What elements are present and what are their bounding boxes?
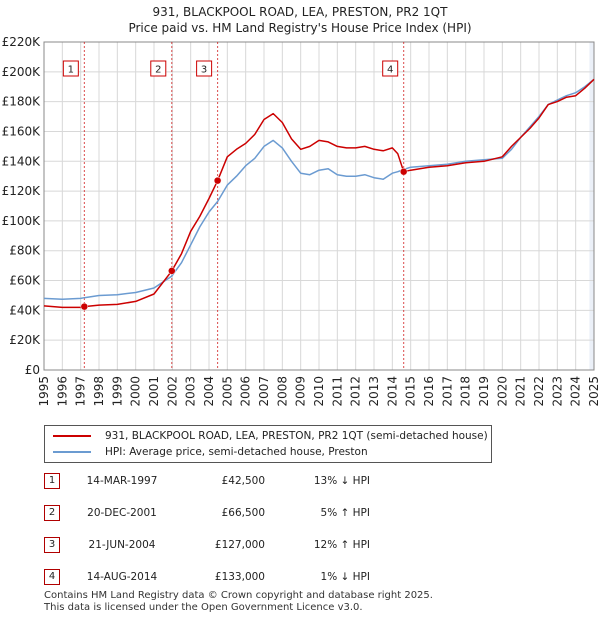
x-tick-label: 2016 bbox=[422, 376, 436, 407]
sale-date: 14-AUG-2014 bbox=[86, 571, 158, 583]
sale-date: 20-DEC-2001 bbox=[87, 507, 157, 519]
x-tick-label: 2009 bbox=[294, 376, 308, 407]
sale-point-2 bbox=[168, 267, 176, 275]
x-tick-label: 1999 bbox=[110, 376, 124, 407]
y-tick-label: £220K bbox=[2, 35, 42, 49]
sale-label-box-4 bbox=[382, 60, 399, 77]
y-tick-label: £100K bbox=[2, 214, 42, 228]
footer-licence: This data is licensed under the Open Gov… bbox=[44, 602, 363, 613]
y-tick-label: £0 bbox=[25, 363, 40, 377]
sale-label-2: 2 bbox=[155, 65, 161, 76]
x-tick-label: 2000 bbox=[129, 376, 143, 407]
x-tick-label: 1995 bbox=[37, 376, 51, 407]
sale-label-box-3 bbox=[196, 60, 213, 77]
x-tick-label: 2003 bbox=[184, 376, 198, 407]
x-tick-label: 2023 bbox=[550, 376, 564, 407]
price-chart: £0 £20K £40K £60K £80K £100K £120K £140K £160K £1… bbox=[2, 35, 600, 407]
sale-hpi-diff: 5% ↑ HPI bbox=[320, 507, 370, 519]
sale-point-3 bbox=[213, 176, 222, 185]
sale-price: £66,500 bbox=[221, 507, 265, 519]
y-tick-label: £200K bbox=[2, 65, 42, 79]
sale-hpi-diff: 1% ↓ HPI bbox=[320, 571, 370, 583]
x-tick-label: 2021 bbox=[514, 376, 528, 407]
y-tick-label: £140K bbox=[2, 154, 42, 168]
x-tick-label: 2019 bbox=[477, 376, 491, 407]
x-tick-label: 2020 bbox=[495, 376, 509, 407]
legend-item-property: 931, BLACKPOOL ROAD, LEA, PRESTON, PR2 1… bbox=[53, 428, 488, 444]
x-tick-label: 1996 bbox=[55, 376, 69, 407]
x-tick-label: 2015 bbox=[404, 376, 418, 407]
x-tick-label: 1997 bbox=[74, 376, 88, 407]
x-tick-label: 2022 bbox=[532, 376, 546, 407]
x-tick-label: 1998 bbox=[92, 376, 106, 407]
sale-label-box-1 bbox=[62, 60, 79, 77]
y-tick-label: £180K bbox=[2, 95, 42, 109]
sale-label-box-2 bbox=[150, 60, 167, 77]
x-tick-label: 2010 bbox=[312, 376, 326, 407]
legend-swatch-hpi bbox=[53, 451, 91, 453]
sale-price: £42,500 bbox=[221, 475, 265, 487]
forecast-shade bbox=[589, 42, 594, 370]
sale-hpi-diff: 12% ↑ HPI bbox=[313, 539, 370, 551]
sale-price: £133,000 bbox=[214, 571, 265, 583]
footer-copyright: Contains HM Land Registry data © Crown c… bbox=[44, 590, 433, 601]
property-price-line bbox=[43, 78, 595, 309]
sale-number: 3 bbox=[44, 537, 60, 553]
x-tick-label: 2005 bbox=[220, 376, 234, 407]
x-tick-label: 2024 bbox=[569, 376, 583, 407]
sale-number: 1 bbox=[44, 473, 60, 489]
chart-title: 931, BLACKPOOL ROAD, LEA, PRESTON, PR2 1… bbox=[152, 5, 448, 19]
sale-number: 2 bbox=[44, 505, 60, 521]
sale-price: £127,000 bbox=[214, 539, 265, 551]
x-tick-label: 2013 bbox=[367, 376, 381, 407]
table-row: 2 20-DEC-2001 £66,500 5% ↑ HPI bbox=[0, 505, 600, 525]
x-tick-label: 2014 bbox=[385, 376, 399, 407]
x-tick-label: 2004 bbox=[202, 376, 216, 407]
sale-label-1: 1 bbox=[68, 65, 74, 76]
plot-frame bbox=[43, 41, 595, 371]
sale-number: 4 bbox=[44, 569, 60, 585]
x-tick-label: 2007 bbox=[257, 376, 271, 407]
x-tick-label: 2008 bbox=[275, 376, 289, 407]
legend-label-hpi: HPI: Average price, semi-detached house,… bbox=[105, 446, 368, 458]
sale-date: 21-JUN-2004 bbox=[88, 539, 156, 551]
x-tick-label: 2012 bbox=[349, 376, 363, 407]
legend: 931, BLACKPOOL ROAD, LEA, PRESTON, PR2 1… bbox=[44, 425, 492, 463]
sale-date: 14-MAR-1997 bbox=[86, 475, 158, 487]
y-tick-label: £60K bbox=[9, 274, 41, 288]
x-tick-label: 2002 bbox=[165, 376, 179, 407]
sale-point-1 bbox=[80, 302, 89, 311]
legend-item-hpi: HPI: Average price, semi-detached house,… bbox=[53, 444, 368, 460]
table-row: 1 14-MAR-1997 £42,500 13% ↓ HPI bbox=[0, 473, 600, 493]
x-tick-label: 2025 bbox=[587, 376, 600, 407]
sale-label-3: 3 bbox=[201, 65, 207, 76]
x-tick-label: 2001 bbox=[147, 376, 161, 407]
y-tick-label: £160K bbox=[2, 124, 42, 138]
legend-label-property: 931, BLACKPOOL ROAD, LEA, PRESTON, PR2 1… bbox=[105, 430, 488, 442]
x-tick-label: 2006 bbox=[239, 376, 253, 407]
legend-swatch-property bbox=[53, 435, 91, 437]
y-tick-label: £20K bbox=[9, 333, 41, 347]
chart-subtitle: Price paid vs. HM Land Registry's House … bbox=[128, 21, 472, 35]
sale-point-4 bbox=[399, 167, 408, 176]
sale-hpi-diff: 13% ↓ HPI bbox=[313, 475, 370, 487]
footer: Contains HM Land Registry data © Crown c… bbox=[44, 590, 433, 614]
x-tick-label: 2018 bbox=[459, 376, 473, 407]
y-tick-label: £120K bbox=[2, 184, 42, 198]
table-row: 4 14-AUG-2014 £133,000 1% ↓ HPI bbox=[0, 569, 600, 589]
x-tick-label: 2011 bbox=[330, 376, 344, 407]
y-tick-label: £80K bbox=[9, 244, 41, 258]
x-tick-label: 2017 bbox=[440, 376, 454, 407]
table-row: 3 21-JUN-2004 £127,000 12% ↑ HPI bbox=[0, 537, 600, 557]
y-tick-label: £40K bbox=[9, 303, 41, 317]
sale-label-4: 4 bbox=[387, 65, 393, 76]
